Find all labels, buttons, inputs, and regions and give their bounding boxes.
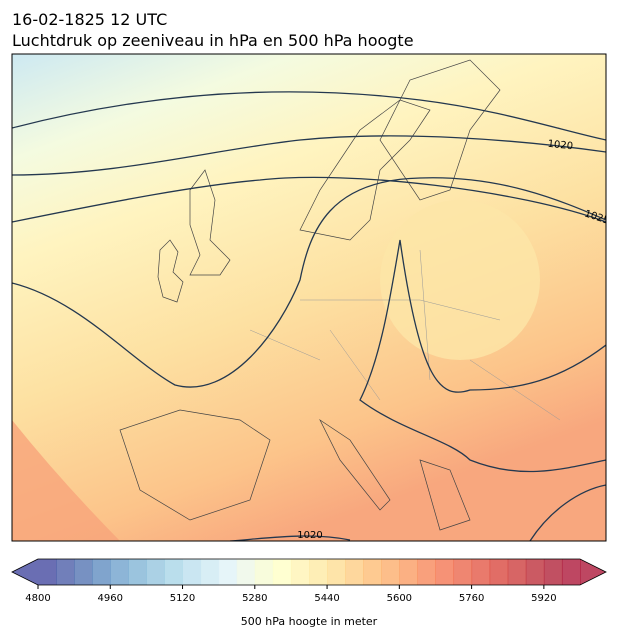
map-date: 16-02-1825 12 UTC <box>12 10 167 29</box>
colorbar-tick-label: 5760 <box>459 593 484 604</box>
colorbar-tick-label: 4960 <box>98 593 123 604</box>
colorbar-segment <box>92 559 111 585</box>
isobar <box>12 177 606 388</box>
colorbar-segment <box>146 559 165 585</box>
colorbar-tick-label: 4800 <box>25 593 50 604</box>
colorbar-segment <box>38 559 57 585</box>
colorbar-segment <box>489 559 509 585</box>
colorbar-extend-high <box>580 559 606 585</box>
isobar <box>12 176 606 223</box>
border <box>249 249 561 421</box>
isobar <box>529 484 606 541</box>
colorbar-segment <box>182 559 202 585</box>
colorbar-extend-low <box>12 559 38 585</box>
colorbar-segment <box>525 559 545 585</box>
colorbar-segment <box>290 559 310 585</box>
colorbar-segment <box>164 559 184 585</box>
isobar <box>229 535 351 541</box>
field-blob <box>12 420 120 541</box>
colorbar-segment <box>363 559 382 585</box>
colorbar-segment <box>543 559 563 585</box>
colorbar-segment <box>417 559 436 585</box>
field-blob <box>380 200 540 360</box>
colorbar-segment <box>56 559 75 585</box>
colorbar-segment <box>218 559 238 585</box>
colorbar-segment <box>561 559 581 585</box>
colorbar-segment <box>399 559 418 585</box>
colorbar-tick-label: 5280 <box>242 593 267 604</box>
colorbar-segment <box>381 559 400 585</box>
colorbar-segment <box>345 559 364 585</box>
colorbar-segment <box>327 559 346 585</box>
contour-label: 1020 <box>297 530 322 541</box>
isobar <box>12 135 606 176</box>
colorbar-segment <box>272 559 292 585</box>
isobar <box>12 91 606 141</box>
colorbar-segment <box>309 559 328 585</box>
colorbar-segment <box>507 559 527 585</box>
colorbar-tick-label: 5120 <box>170 593 195 604</box>
colorbar-label: 500 hPa hoogte in meter <box>241 615 378 628</box>
colorbar-segment <box>236 559 256 585</box>
colorbar-segment <box>471 559 491 585</box>
colorbar: 4800 4960 5120 5280 5440 5600 5760 5920 <box>11 558 607 604</box>
coastline <box>119 59 501 531</box>
map-frame <box>11 53 607 542</box>
colorbar-segment <box>110 559 129 585</box>
colorbar-segment <box>435 559 455 585</box>
colorbar-tick-label: 5920 <box>531 593 556 604</box>
isobar <box>359 239 606 473</box>
colorbar-segment <box>453 559 473 585</box>
colorbar-outline <box>11 558 607 586</box>
map-title: Luchtdruk op zeeniveau in hPa en 500 hPa… <box>12 31 414 50</box>
colorbar-segment <box>200 559 220 585</box>
contour-label: 1020 <box>547 139 573 153</box>
colorbar-segment <box>254 559 274 585</box>
colorbar-tick-label: 5600 <box>387 593 412 604</box>
map: 1020 1025 1020 <box>12 54 606 541</box>
colorbar-tick-label: 5440 <box>314 593 339 604</box>
colorbar-segment <box>74 559 93 585</box>
colorbar-segment <box>128 559 147 585</box>
